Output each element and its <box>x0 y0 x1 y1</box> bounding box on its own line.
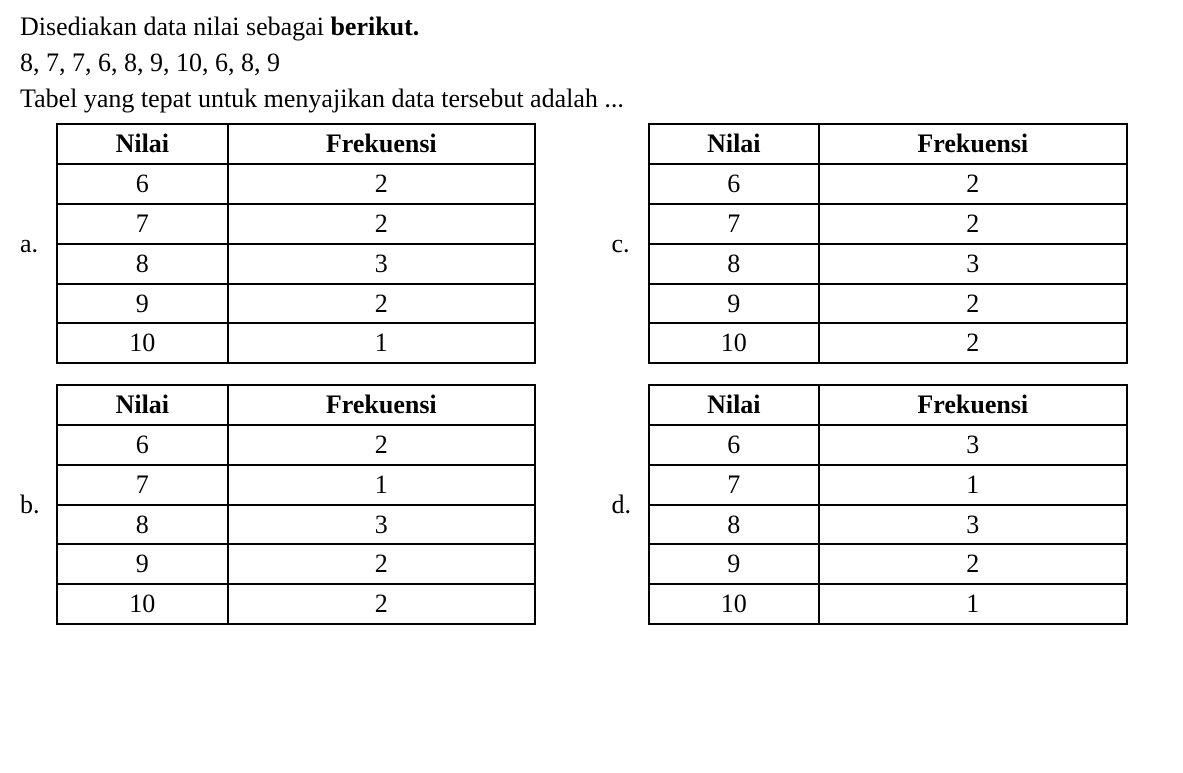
cell-frekuensi: 3 <box>819 505 1126 545</box>
cell-frekuensi: 2 <box>819 164 1126 204</box>
table-row: 10 1 <box>57 323 535 363</box>
cell-frekuensi: 2 <box>819 544 1126 584</box>
table-row: 9 2 <box>649 544 1127 584</box>
instruction-part1: Disediakan data nilai sebagai <box>20 12 330 41</box>
table-row: 9 2 <box>57 284 535 324</box>
table-row: 6 3 <box>649 425 1127 465</box>
instruction-text: Disediakan data nilai sebagai berikut. <box>20 10 1163 44</box>
header-nilai: Nilai <box>649 385 820 425</box>
table-row: 6 2 <box>57 164 535 204</box>
table-row: 8 3 <box>57 244 535 284</box>
table-row: 10 1 <box>649 584 1127 624</box>
table-row: 7 1 <box>649 465 1127 505</box>
cell-frekuensi: 3 <box>228 244 535 284</box>
cell-frekuensi: 1 <box>228 465 535 505</box>
table-row: 10 2 <box>57 584 535 624</box>
cell-frekuensi: 2 <box>228 584 535 624</box>
option-a: a. Nilai Frekuensi 6 2 7 2 8 3 <box>20 123 572 364</box>
cell-nilai: 7 <box>649 204 820 244</box>
option-d-label: d. <box>612 490 640 520</box>
cell-nilai: 9 <box>649 544 820 584</box>
cell-nilai: 8 <box>649 244 820 284</box>
cell-frekuensi: 1 <box>819 584 1126 624</box>
cell-frekuensi: 1 <box>228 323 535 363</box>
cell-nilai: 9 <box>57 284 228 324</box>
cell-frekuensi: 2 <box>228 164 535 204</box>
header-nilai: Nilai <box>57 385 228 425</box>
question-text: Tabel yang tepat untuk menyajikan data t… <box>20 82 1163 116</box>
table-row: 8 3 <box>649 505 1127 545</box>
header-nilai: Nilai <box>57 124 228 164</box>
cell-nilai: 9 <box>57 544 228 584</box>
table-d: Nilai Frekuensi 6 3 7 1 8 3 9 <box>648 384 1128 625</box>
table-c: Nilai Frekuensi 6 2 7 2 8 3 9 <box>648 123 1128 364</box>
table-b: Nilai Frekuensi 6 2 7 1 8 3 9 <box>56 384 536 625</box>
cell-nilai: 6 <box>649 164 820 204</box>
table-row: 10 2 <box>649 323 1127 363</box>
cell-nilai: 6 <box>57 164 228 204</box>
cell-nilai: 8 <box>57 244 228 284</box>
cell-frekuensi: 3 <box>819 425 1126 465</box>
option-d: d. Nilai Frekuensi 6 3 7 1 8 3 <box>612 384 1164 625</box>
cell-nilai: 7 <box>649 465 820 505</box>
options-container: a. Nilai Frekuensi 6 2 7 2 8 3 <box>20 123 1163 625</box>
cell-nilai: 10 <box>57 323 228 363</box>
cell-frekuensi: 2 <box>228 204 535 244</box>
table-a: Nilai Frekuensi 6 2 7 2 8 3 9 <box>56 123 536 364</box>
option-c-label: c. <box>612 229 640 259</box>
table-row: 9 2 <box>649 284 1127 324</box>
cell-frekuensi: 3 <box>819 244 1126 284</box>
table-row: Nilai Frekuensi <box>649 124 1127 164</box>
table-row: Nilai Frekuensi <box>649 385 1127 425</box>
header-frekuensi: Frekuensi <box>819 124 1126 164</box>
cell-frekuensi: 2 <box>819 323 1126 363</box>
cell-nilai: 10 <box>649 584 820 624</box>
table-row: 9 2 <box>57 544 535 584</box>
cell-nilai: 8 <box>57 505 228 545</box>
table-row: Nilai Frekuensi <box>57 385 535 425</box>
cell-frekuensi: 2 <box>819 204 1126 244</box>
cell-frekuensi: 2 <box>228 544 535 584</box>
cell-nilai: 8 <box>649 505 820 545</box>
option-a-label: a. <box>20 229 48 259</box>
header-frekuensi: Frekuensi <box>819 385 1126 425</box>
table-row: Nilai Frekuensi <box>57 124 535 164</box>
option-c: c. Nilai Frekuensi 6 2 7 2 8 3 <box>612 123 1164 364</box>
header-frekuensi: Frekuensi <box>228 385 535 425</box>
cell-nilai: 6 <box>649 425 820 465</box>
cell-nilai: 7 <box>57 465 228 505</box>
cell-nilai: 9 <box>649 284 820 324</box>
header-nilai: Nilai <box>649 124 820 164</box>
header-frekuensi: Frekuensi <box>228 124 535 164</box>
cell-frekuensi: 2 <box>228 284 535 324</box>
cell-frekuensi: 3 <box>228 505 535 545</box>
table-row: 6 2 <box>649 164 1127 204</box>
cell-nilai: 10 <box>57 584 228 624</box>
table-row: 7 2 <box>57 204 535 244</box>
table-row: 8 3 <box>57 505 535 545</box>
data-values: 8, 7, 7, 6, 8, 9, 10, 6, 8, 9 <box>20 46 1163 80</box>
table-row: 7 1 <box>57 465 535 505</box>
cell-nilai: 10 <box>649 323 820 363</box>
cell-nilai: 7 <box>57 204 228 244</box>
cell-frekuensi: 2 <box>228 425 535 465</box>
cell-frekuensi: 1 <box>819 465 1126 505</box>
option-b: b. Nilai Frekuensi 6 2 7 1 8 3 <box>20 384 572 625</box>
table-row: 8 3 <box>649 244 1127 284</box>
option-b-label: b. <box>20 490 48 520</box>
cell-nilai: 6 <box>57 425 228 465</box>
table-row: 6 2 <box>57 425 535 465</box>
instruction-bold: berikut. <box>330 12 419 41</box>
cell-frekuensi: 2 <box>819 284 1126 324</box>
table-row: 7 2 <box>649 204 1127 244</box>
